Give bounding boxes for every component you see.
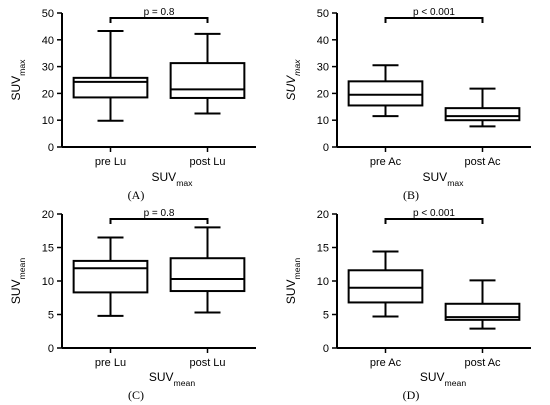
y-axis-label: SUVmax	[284, 59, 302, 101]
x-tick-label: pre Lu	[95, 357, 126, 369]
iqr-box	[72, 76, 149, 99]
y-tick-label: 10	[317, 115, 329, 127]
iqr-box	[169, 62, 246, 99]
y-tick-label: 20	[317, 209, 329, 221]
y-tick-label: 0	[48, 142, 54, 154]
panel-label: (C)	[128, 388, 144, 402]
box-post-ac	[444, 87, 521, 128]
iqr-box	[347, 269, 424, 304]
y-tick-label: 30	[317, 62, 329, 74]
panel-label: (B)	[403, 188, 419, 202]
panel-c: 0 5 10 15 20 pre Lu post Lu p = 0.8 SUVmean SUVme…	[9, 208, 256, 402]
y-tick-label: 10	[42, 276, 54, 288]
box-pre-ac	[347, 250, 424, 318]
y-tick-label: 0	[48, 343, 54, 355]
box-pre-ac	[347, 64, 424, 118]
box-pre-lu	[72, 236, 149, 317]
panel-label: (D)	[403, 388, 420, 402]
y-tick-label: 20	[42, 88, 54, 100]
significance-bracket	[109, 17, 209, 23]
y-tick-label: 20	[317, 88, 329, 100]
iqr-box	[72, 259, 149, 294]
iqr-box	[444, 107, 521, 122]
panel-a: 0 10 20 30 40 50 pre Lu post Lu p = 0.8 SUVmax SUV…	[9, 7, 256, 202]
y-tick-label: 0	[323, 343, 329, 355]
panel-d: 0 5 10 15 20 pre Ac post Ac p < 0.001 SUVmean SUV…	[284, 208, 531, 402]
y-axis-label: SUVmean	[9, 258, 27, 304]
y-tick-label: 50	[317, 8, 329, 20]
x-tick-label: post Ac	[464, 156, 501, 168]
x-axis-label: SUVmean	[149, 370, 195, 388]
p-value-annotation: p < 0.001	[413, 7, 455, 18]
significance-bracket	[384, 218, 484, 224]
y-tick-label: 10	[317, 276, 329, 288]
y-tick-label: 5	[48, 310, 54, 322]
x-tick-label: pre Ac	[370, 357, 402, 369]
y-tick-label: 50	[42, 8, 54, 20]
x-tick-label: pre Ac	[370, 156, 402, 168]
significance-bracket	[109, 218, 209, 224]
x-axis-label: SUVmax	[152, 170, 194, 188]
iqr-box	[169, 257, 246, 293]
y-axis-label: SUVmean	[284, 258, 302, 304]
x-axis-label: SUVmax	[423, 170, 465, 188]
significance-bracket	[384, 17, 484, 23]
x-tick-label: pre Lu	[95, 156, 126, 168]
p-value-annotation: p = 0.8	[144, 7, 175, 18]
y-tick-label: 0	[323, 142, 329, 154]
x-tick-label: post Lu	[189, 357, 225, 369]
panel-b: 0 10 20 30 40 50 pre Ac post Ac p < 0.001 SUVmax S…	[284, 7, 531, 202]
y-tick-label: 15	[42, 243, 54, 255]
x-axis-label: SUVmean	[420, 370, 466, 388]
x-tick-label: post Lu	[189, 156, 225, 168]
iqr-box	[347, 80, 424, 107]
y-tick-label: 5	[323, 310, 329, 322]
panel-label: (A)	[128, 188, 145, 202]
p-value-annotation: p = 0.8	[144, 208, 175, 219]
y-tick-label: 20	[42, 209, 54, 221]
box-pre-lu	[72, 29, 149, 122]
box-post-lu	[169, 226, 246, 314]
y-axis-label: SUVmax	[9, 59, 27, 101]
y-tick-label: 40	[317, 35, 329, 47]
y-tick-label: 40	[42, 35, 54, 47]
x-tick-label: post Ac	[464, 357, 501, 369]
iqr-box	[444, 302, 521, 321]
y-tick-label: 15	[317, 243, 329, 255]
y-tick-label: 30	[42, 62, 54, 74]
box-post-lu	[169, 32, 246, 115]
y-tick-label: 10	[42, 115, 54, 127]
p-value-annotation: p < 0.001	[413, 208, 455, 219]
box-post-ac	[444, 279, 521, 330]
